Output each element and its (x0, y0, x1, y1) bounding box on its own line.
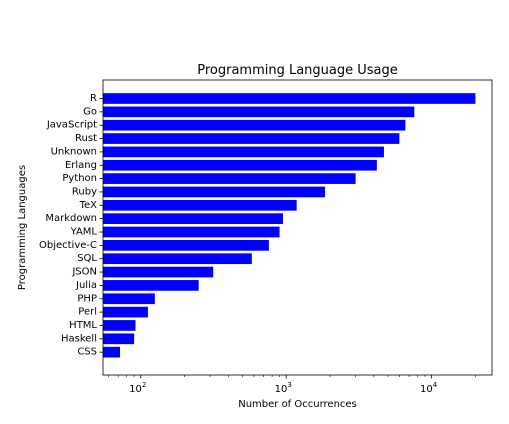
bar-tex (103, 199, 297, 211)
y-tick-label-tex: TeX (79, 200, 98, 211)
bar-php (103, 293, 155, 305)
y-axis-ticks: R Go JavaScript Rust Unknown Erlang Python Ruby… (39, 93, 103, 358)
bar-erlang (103, 159, 377, 171)
x-axis-label: Number of Occurrences (238, 399, 357, 410)
y-tick-label-perl: Perl (78, 307, 97, 318)
y-axis-label: Programming Languages (17, 165, 28, 290)
y-tick-label-javascript: JavaScript (46, 120, 97, 131)
bar-go (103, 106, 415, 118)
y-tick-label-css: CSS (77, 347, 97, 358)
bar-javascript (103, 119, 406, 131)
bar-yaml (103, 226, 280, 238)
y-tick-label-objective-c: Objective-C (39, 240, 97, 251)
y-tick-label-html: HTML (69, 320, 97, 331)
bar-python (103, 173, 356, 184)
y-tick-label-ruby: Ruby (72, 186, 97, 197)
bar-haskell (103, 333, 135, 345)
y-tick-label-sql: SQL (77, 253, 97, 264)
y-tick-label-unknown: Unknown (51, 146, 97, 157)
chart-title: Programming Language Usage (197, 63, 398, 78)
bar-unknown (103, 146, 384, 158)
y-tick-label-go: Go (83, 106, 97, 117)
y-tick-label-php: PHP (77, 293, 97, 304)
bar-css (103, 346, 121, 358)
bars-group (103, 93, 476, 358)
y-tick-label-r: R (90, 93, 97, 104)
y-tick-label-julia: Julia (75, 280, 97, 291)
bar-sql (103, 253, 252, 265)
bar-html (103, 320, 136, 331)
bar-perl (103, 306, 148, 318)
bar-json (103, 266, 214, 278)
bar-ruby (103, 186, 326, 198)
y-tick-label-erlang: Erlang (65, 160, 97, 171)
y-tick-label-rust: Rust (75, 133, 97, 144)
bar-markdown (103, 213, 283, 224)
bar-r (103, 93, 476, 104)
y-tick-label-json: JSON (71, 267, 97, 278)
bar-julia (103, 280, 199, 291)
bar-rust (103, 133, 400, 144)
bar-objective-c (103, 240, 269, 251)
y-tick-label-yaml: YAML (70, 227, 98, 238)
y-tick-label-markdown: Markdown (45, 213, 97, 224)
y-tick-label-haskell: Haskell (61, 333, 97, 344)
plot-frame (102, 79, 493, 376)
y-tick-label-python: Python (62, 173, 97, 184)
